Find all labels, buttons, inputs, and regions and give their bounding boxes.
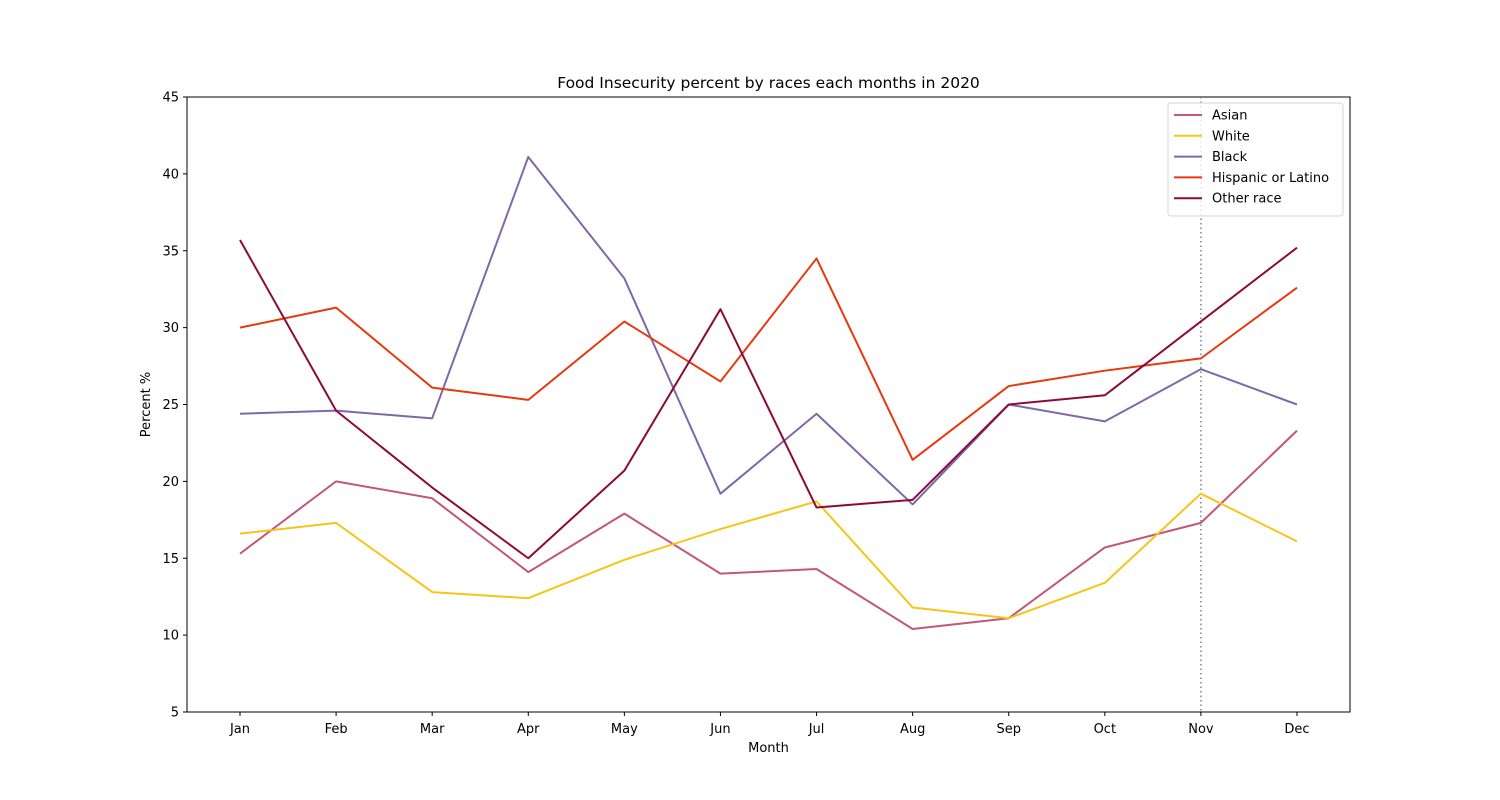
y-tick-label: 5 bbox=[171, 706, 179, 721]
x-tick-label: Sep bbox=[996, 722, 1021, 737]
y-tick-label: 15 bbox=[162, 552, 179, 567]
y-tick-label: 45 bbox=[162, 91, 179, 106]
legend-label-white: White bbox=[1212, 129, 1250, 144]
legend-label-black: Black bbox=[1212, 150, 1248, 165]
x-tick-label: Jan bbox=[229, 722, 250, 737]
x-tick-label: Mar bbox=[420, 722, 445, 737]
x-tick-label: Apr bbox=[517, 722, 540, 737]
x-tick-label: May bbox=[611, 722, 638, 737]
axes: 5 10 15 20 25 30 35 40 45 Jan Feb Mar Apr May Jun Jul Au… bbox=[162, 91, 1351, 737]
legend-label-other-race: Other race bbox=[1212, 192, 1282, 207]
legend-label-hispanic-or-latino: Hispanic or Latino bbox=[1212, 171, 1329, 186]
series-line-other-race bbox=[239, 239, 1298, 560]
x-axis-label: Month bbox=[748, 741, 789, 756]
y-tick-label: 25 bbox=[162, 398, 179, 413]
series-lines bbox=[239, 155, 1298, 630]
x-tick-label: Nov bbox=[1188, 722, 1214, 737]
legend: Asian White Black Hispanic or Latino Other r… bbox=[1167, 102, 1344, 217]
y-tick-label: 10 bbox=[162, 629, 179, 644]
series-line-white bbox=[239, 492, 1298, 620]
y-tick-label: 35 bbox=[162, 244, 179, 259]
y-tick-label: 20 bbox=[162, 475, 179, 490]
y-tick-label: 40 bbox=[162, 167, 179, 182]
y-tick-label: 30 bbox=[162, 321, 179, 336]
series-line-asian bbox=[239, 429, 1298, 630]
plot-frame bbox=[186, 96, 1351, 713]
y-axis-label: Percent % bbox=[139, 372, 154, 437]
chart-title: Food Insecurity percent by races each mo… bbox=[557, 74, 980, 92]
x-tick-label: Jul bbox=[808, 722, 825, 737]
legend-box bbox=[1167, 102, 1344, 217]
x-tick-label: Jun bbox=[709, 722, 730, 737]
series-line-hispanic-or-latino bbox=[239, 257, 1298, 461]
series-line-black bbox=[239, 155, 1298, 506]
x-tick-label: Aug bbox=[900, 722, 925, 737]
x-tick-label: Dec bbox=[1284, 722, 1309, 737]
x-tick-label: Feb bbox=[325, 722, 348, 737]
legend-label-asian: Asian bbox=[1212, 109, 1247, 124]
x-tick-label: Oct bbox=[1094, 722, 1116, 737]
